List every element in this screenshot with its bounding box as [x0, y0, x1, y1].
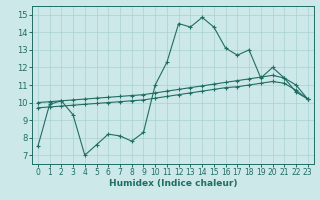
X-axis label: Humidex (Indice chaleur): Humidex (Indice chaleur)	[108, 179, 237, 188]
